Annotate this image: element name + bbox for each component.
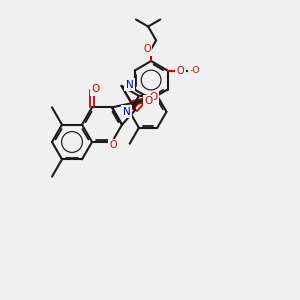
Text: O: O — [143, 44, 151, 54]
Text: O: O — [92, 84, 100, 94]
Text: O: O — [144, 96, 153, 106]
Text: N: N — [126, 80, 133, 90]
Text: O: O — [177, 65, 184, 76]
Text: -O: -O — [189, 66, 200, 75]
Text: O: O — [190, 65, 197, 76]
Text: N: N — [123, 107, 130, 117]
Text: O: O — [109, 140, 117, 150]
Text: O: O — [149, 92, 157, 103]
